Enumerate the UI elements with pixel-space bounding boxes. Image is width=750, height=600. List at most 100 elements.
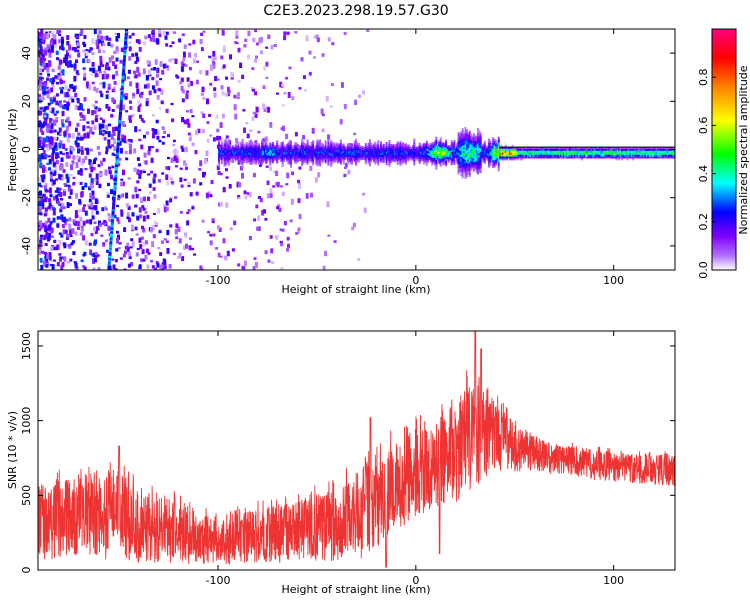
heatmap-cell bbox=[405, 151, 407, 154]
heatmap-cell bbox=[91, 131, 95, 135]
heatmap-cell bbox=[124, 250, 127, 254]
heatmap-cell bbox=[492, 144, 495, 147]
heatmap-cell bbox=[474, 164, 477, 167]
heatmap-cell bbox=[315, 146, 317, 149]
heatmap-cell bbox=[184, 235, 188, 239]
heatmap-cell bbox=[461, 155, 464, 158]
heatmap-cell bbox=[44, 153, 48, 158]
heatmap-cell bbox=[477, 162, 479, 165]
heatmap-cell bbox=[236, 148, 238, 151]
heatmap-cell bbox=[553, 148, 556, 151]
heatmap-cell bbox=[456, 156, 459, 159]
heatmap-cell bbox=[417, 151, 420, 154]
heatmap-cell bbox=[586, 148, 589, 151]
heatmap-cell bbox=[482, 147, 485, 150]
heatmap-cell bbox=[320, 160, 323, 163]
heatmap-cell bbox=[359, 149, 362, 151]
heatmap-cell bbox=[471, 137, 474, 140]
heatmap-cell bbox=[156, 67, 160, 73]
heatmap-cell bbox=[514, 158, 517, 161]
heatmap-cell bbox=[105, 124, 109, 131]
heatmap-cell bbox=[49, 171, 53, 175]
heatmap-cell bbox=[161, 69, 165, 75]
heatmap-cell bbox=[44, 49, 48, 56]
heatmap-cell bbox=[113, 182, 117, 186]
heatmap-cell bbox=[650, 154, 653, 157]
heatmap-cell bbox=[91, 196, 95, 200]
heatmap-cell bbox=[393, 154, 396, 157]
heatmap-cell bbox=[439, 156, 442, 159]
heatmap-cell bbox=[112, 99, 116, 105]
heatmap-cell bbox=[338, 158, 341, 161]
heatmap-cell bbox=[156, 262, 160, 268]
heatmap-cell bbox=[670, 154, 673, 157]
heatmap-cell bbox=[345, 156, 348, 159]
heatmap-cell bbox=[137, 106, 141, 112]
heatmap-cell bbox=[501, 150, 504, 153]
heatmap-cell bbox=[391, 154, 394, 156]
heatmap-cell bbox=[123, 49, 127, 53]
heatmap-cell bbox=[219, 150, 222, 152]
heatmap-cell bbox=[479, 142, 482, 145]
heatmap-cell bbox=[373, 149, 376, 151]
heatmap-cell bbox=[316, 156, 319, 159]
heatmap-cell bbox=[443, 158, 446, 161]
heatmap-cell bbox=[105, 94, 109, 100]
heatmap-cell bbox=[222, 152, 225, 155]
heatmap-cell bbox=[496, 145, 499, 147]
heatmap-cell bbox=[327, 163, 330, 166]
heatmap-cell bbox=[441, 158, 443, 161]
heatmap-cell bbox=[429, 160, 432, 163]
heatmap-cell bbox=[119, 110, 123, 113]
heatmap-cell bbox=[102, 221, 105, 225]
heatmap-cell bbox=[48, 52, 52, 58]
heatmap-cell bbox=[481, 148, 484, 151]
heatmap-cell bbox=[420, 147, 423, 150]
heatmap-cell bbox=[349, 148, 352, 151]
heatmap-cell bbox=[507, 146, 510, 149]
heatmap-cell bbox=[187, 209, 191, 212]
heatmap-cell bbox=[362, 90, 365, 95]
heatmap-cell bbox=[93, 125, 97, 131]
heatmap-cell bbox=[479, 136, 482, 139]
heatmap-cell bbox=[73, 63, 77, 69]
heatmap-cell bbox=[220, 85, 224, 90]
heatmap-cell bbox=[501, 146, 504, 149]
heatmap-cell bbox=[290, 165, 292, 168]
heatmap-cell bbox=[648, 152, 651, 155]
heatmap-cell bbox=[331, 155, 334, 158]
heatmap-cell bbox=[503, 146, 506, 149]
heatmap-cell bbox=[209, 233, 213, 237]
heatmap-cell bbox=[492, 146, 495, 149]
heatmap-cell bbox=[276, 140, 279, 143]
heatmap-cell bbox=[403, 143, 406, 146]
heatmap-cell bbox=[481, 154, 484, 157]
heatmap-cell bbox=[313, 150, 316, 152]
heatmap-cell bbox=[50, 87, 54, 93]
heatmap-cell bbox=[339, 139, 342, 142]
heatmap-cell bbox=[60, 206, 64, 210]
heatmap-cell bbox=[263, 143, 266, 146]
heatmap-cell bbox=[470, 155, 473, 157]
heatmap-cell bbox=[393, 156, 396, 159]
heatmap-cell bbox=[557, 152, 560, 155]
heatmap-cell bbox=[288, 149, 291, 152]
heatmap-cell bbox=[281, 147, 284, 150]
heatmap-cell bbox=[66, 116, 70, 122]
heatmap-cell bbox=[76, 99, 80, 104]
heatmap-cell bbox=[467, 134, 470, 137]
heatmap-cell bbox=[486, 157, 489, 160]
heatmap-cell bbox=[67, 137, 71, 143]
heatmap-cell bbox=[269, 144, 272, 147]
heatmap-cell bbox=[244, 154, 247, 157]
heatmap-cell bbox=[305, 147, 308, 150]
heatmap-cell bbox=[281, 153, 284, 156]
heatmap-cell bbox=[83, 204, 86, 207]
heatmap-cell bbox=[202, 97, 206, 100]
heatmap-cell bbox=[367, 152, 370, 155]
heatmap-cell bbox=[82, 67, 86, 70]
heatmap-cell bbox=[339, 162, 342, 165]
heatmap-cell bbox=[133, 148, 137, 154]
heatmap-cell bbox=[553, 150, 556, 153]
heatmap-cell bbox=[259, 156, 262, 159]
